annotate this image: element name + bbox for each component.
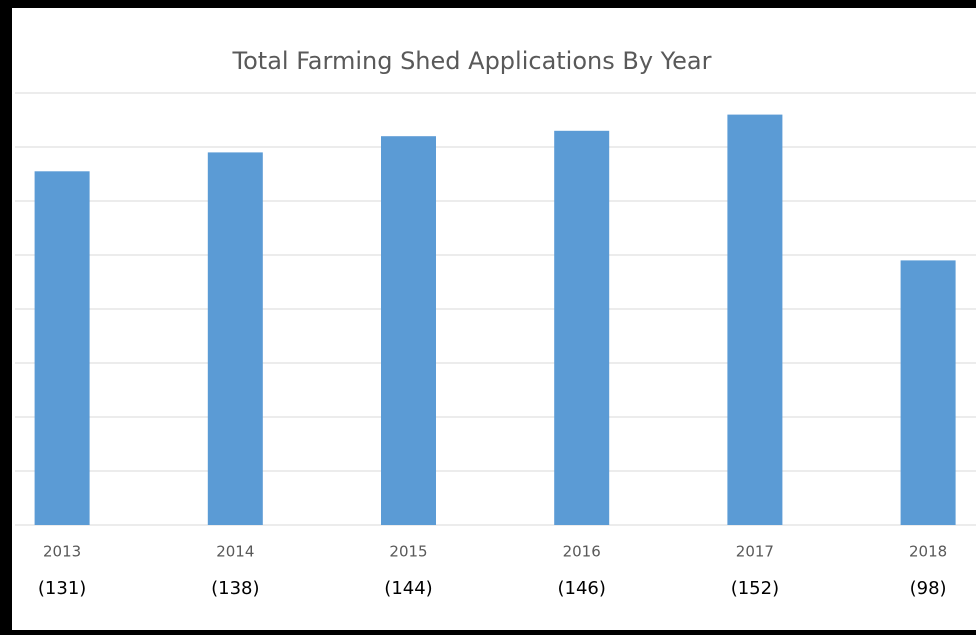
value-label: (138) (211, 578, 259, 599)
x-tick-label: 2013 (43, 543, 81, 561)
chart-title: Total Farming Shed Applications By Year (232, 47, 712, 75)
value-label: (98) (910, 578, 947, 599)
value-label: (144) (384, 578, 432, 599)
bar (900, 260, 956, 525)
value-label: (131) (38, 578, 86, 599)
bar (727, 114, 783, 525)
x-tick-label: 2014 (216, 543, 254, 561)
bar (34, 171, 90, 526)
bar (554, 130, 610, 526)
bar (381, 136, 436, 525)
x-tick-label: 2016 (563, 543, 601, 561)
x-tick-label: 2017 (736, 543, 774, 561)
value-label: (152) (731, 578, 779, 599)
bar (207, 152, 263, 525)
plot-background (12, 8, 976, 630)
x-tick-label: 2015 (389, 543, 427, 561)
x-tick-label: 2018 (909, 543, 947, 561)
value-label: (146) (557, 578, 605, 599)
